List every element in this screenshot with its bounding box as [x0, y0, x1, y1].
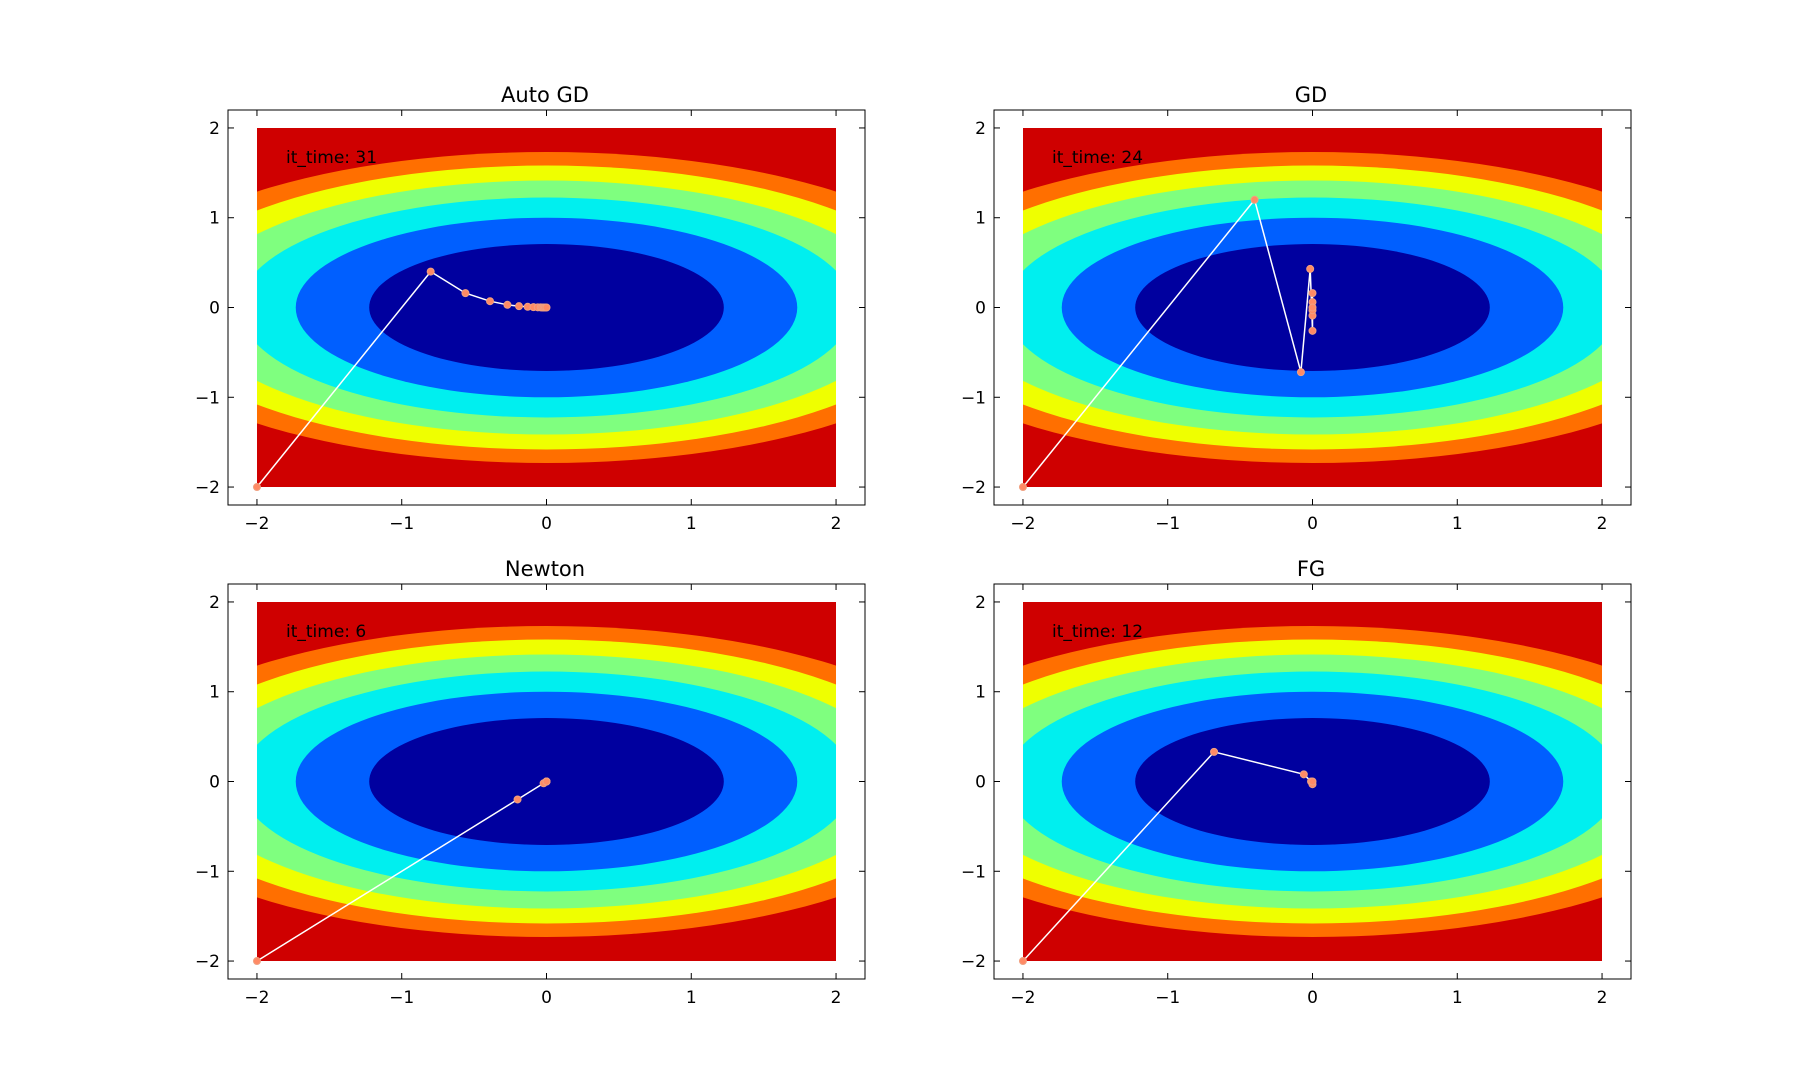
path-point-marker: [1306, 264, 1315, 273]
y-tick-label: 2: [975, 593, 986, 613]
y-tick-label: 0: [975, 299, 986, 319]
y-tick-label: −1: [961, 862, 986, 882]
path-point-marker: [542, 777, 551, 786]
iteration-count-label: it_time: 6: [286, 622, 366, 642]
x-tick-label: −2: [244, 514, 269, 534]
x-tick-label: −1: [1155, 514, 1180, 534]
path-point-marker: [1308, 303, 1317, 312]
subplot-title: Newton: [505, 557, 585, 581]
x-tick-label: 2: [1597, 514, 1608, 534]
subplot-title: GD: [1295, 83, 1327, 107]
path-point-marker: [1308, 777, 1317, 786]
path-point-marker: [1296, 368, 1305, 377]
subplot-title: Auto GD: [501, 83, 589, 107]
path-point-marker: [1308, 289, 1317, 298]
y-tick-label: −2: [195, 478, 220, 498]
path-point-marker: [1018, 483, 1027, 492]
path-point-marker: [1250, 195, 1259, 204]
y-tick-label: 2: [975, 119, 986, 139]
path-point-marker: [486, 297, 495, 306]
iteration-count-label: it_time: 12: [1052, 622, 1143, 642]
x-tick-label: 0: [541, 514, 552, 534]
subplot-newton: Newton it_time: 6 −2 −1 0 1 2 −2 −1 0 1 2: [195, 557, 866, 1008]
y-tick-label: 1: [209, 683, 220, 703]
y-tick-label: 0: [975, 773, 986, 793]
y-tick-label: −1: [195, 862, 220, 882]
path-point-marker: [503, 300, 512, 309]
x-tick-label: 1: [686, 988, 697, 1008]
path-point-marker: [1299, 770, 1308, 779]
y-tick-label: −2: [195, 952, 220, 972]
x-tick-label: −2: [244, 988, 269, 1008]
y-tick-label: 2: [209, 593, 220, 613]
x-tick-label: −2: [1010, 988, 1035, 1008]
y-tick-label: 1: [975, 683, 986, 703]
x-tick-label: −1: [389, 988, 414, 1008]
x-tick-label: 1: [686, 514, 697, 534]
x-tick-label: −1: [1155, 988, 1180, 1008]
path-point-marker: [461, 289, 470, 298]
y-tick-label: 0: [209, 299, 220, 319]
subplot-gd: GD it_time: 24 −2 −1 0 1 2 −2 −1 0 1 2: [961, 83, 1632, 534]
subplot-auto-gd: Auto GD it_time: 31 −2 −1 0 1 2 −2 −1 0 1 2: [195, 83, 866, 534]
x-tick-label: −2: [1010, 514, 1035, 534]
y-tick-label: 2: [209, 119, 220, 139]
iteration-count-label: it_time: 31: [286, 148, 377, 168]
x-tick-label: 0: [1307, 514, 1318, 534]
x-tick-label: 0: [1307, 988, 1318, 1008]
iteration-count-label: it_time: 24: [1052, 148, 1143, 168]
path-point-marker: [1308, 326, 1317, 335]
path-point-marker: [1210, 747, 1219, 756]
x-tick-label: 2: [1597, 988, 1608, 1008]
y-tick-label: 1: [975, 209, 986, 229]
x-tick-label: 0: [541, 988, 552, 1008]
x-tick-label: 2: [831, 514, 842, 534]
y-tick-label: −1: [961, 388, 986, 408]
path-point-marker: [514, 302, 523, 311]
x-tick-label: 2: [831, 988, 842, 1008]
y-tick-label: −2: [961, 478, 986, 498]
y-tick-label: −2: [961, 952, 986, 972]
subplot-title: FG: [1297, 557, 1325, 581]
x-tick-label: −1: [389, 514, 414, 534]
subplot-fg: FG it_time: 12 −2 −1 0 1 2 −2 −1 0 1 2: [961, 557, 1632, 1008]
path-point-marker: [1018, 957, 1027, 966]
path-point-marker: [426, 267, 435, 276]
path-point-marker: [513, 795, 522, 804]
path-point-marker: [252, 957, 261, 966]
x-tick-label: 1: [1452, 988, 1463, 1008]
y-tick-label: −1: [195, 388, 220, 408]
path-point-marker: [252, 483, 261, 492]
x-tick-label: 1: [1452, 514, 1463, 534]
y-tick-label: 1: [209, 209, 220, 229]
path-point-marker: [542, 303, 551, 312]
y-tick-label: 0: [209, 773, 220, 793]
